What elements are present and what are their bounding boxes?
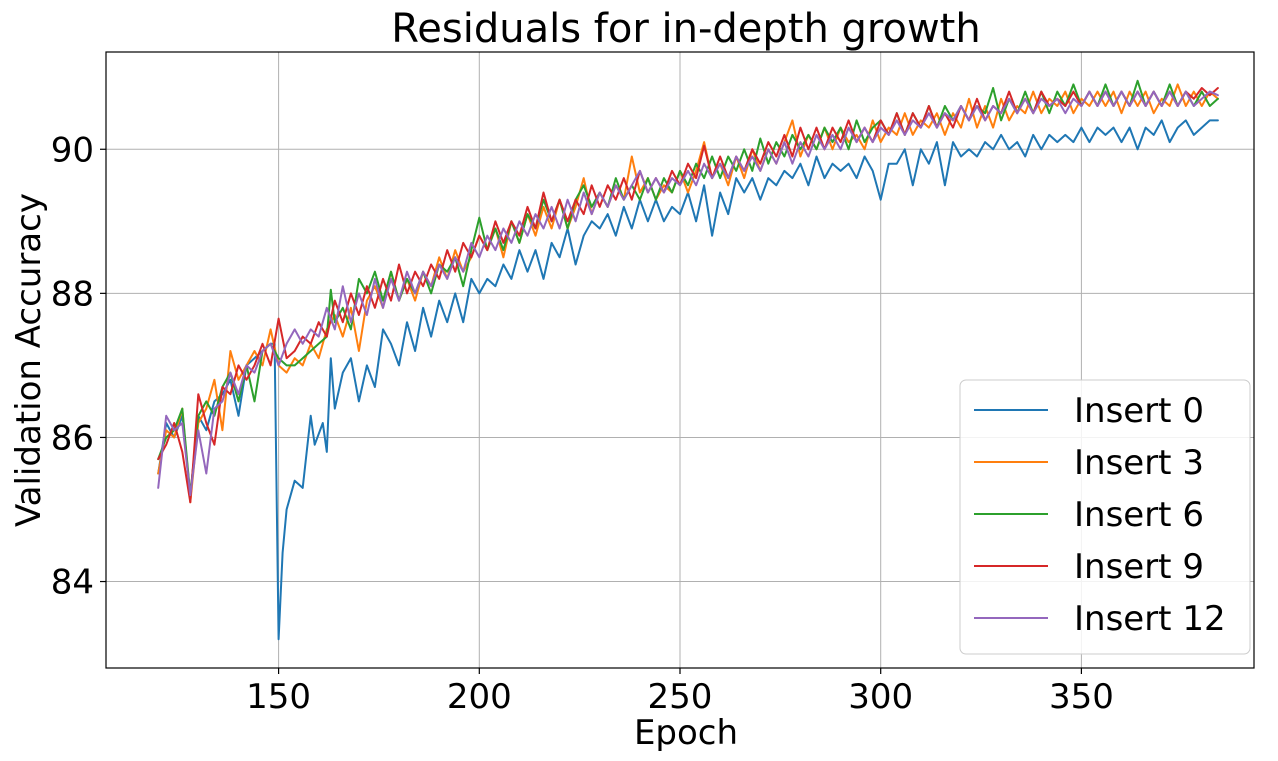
x-axis-label: Epoch bbox=[634, 713, 738, 753]
legend-label: Insert 6 bbox=[1074, 495, 1204, 535]
series-line-insert-0 bbox=[157, 119, 1219, 641]
x-tick-label: 200 bbox=[447, 677, 512, 717]
legend-label: Insert 9 bbox=[1074, 547, 1204, 587]
x-tick-label: 250 bbox=[648, 677, 713, 717]
legend: Insert 0 Insert 3 Insert 6 Insert 9 Insert 1… bbox=[959, 379, 1251, 655]
legend-label: Insert 12 bbox=[1074, 599, 1226, 639]
series-line-insert-4 bbox=[157, 90, 1219, 497]
x-tick-label: 300 bbox=[848, 677, 913, 717]
legend-label: Insert 0 bbox=[1074, 391, 1204, 431]
legend-box bbox=[959, 379, 1251, 655]
series-lines bbox=[157, 79, 1219, 641]
chart-title: Residuals for in-depth growth bbox=[391, 6, 980, 52]
y-tick-label: 88 bbox=[51, 274, 94, 314]
x-tick-label: 350 bbox=[1049, 677, 1114, 717]
series-line-insert-3 bbox=[157, 87, 1219, 504]
axis-ticks: 150 200 250 300 350 84 86 88 90 bbox=[51, 130, 1114, 717]
y-tick-label: 90 bbox=[51, 130, 94, 170]
y-tick-label: 84 bbox=[51, 563, 94, 603]
y-axis-label: Validation Accuracy bbox=[9, 193, 49, 527]
legend-label: Insert 3 bbox=[1074, 443, 1204, 483]
y-tick-label: 86 bbox=[51, 418, 94, 458]
x-tick-label: 150 bbox=[246, 677, 311, 717]
